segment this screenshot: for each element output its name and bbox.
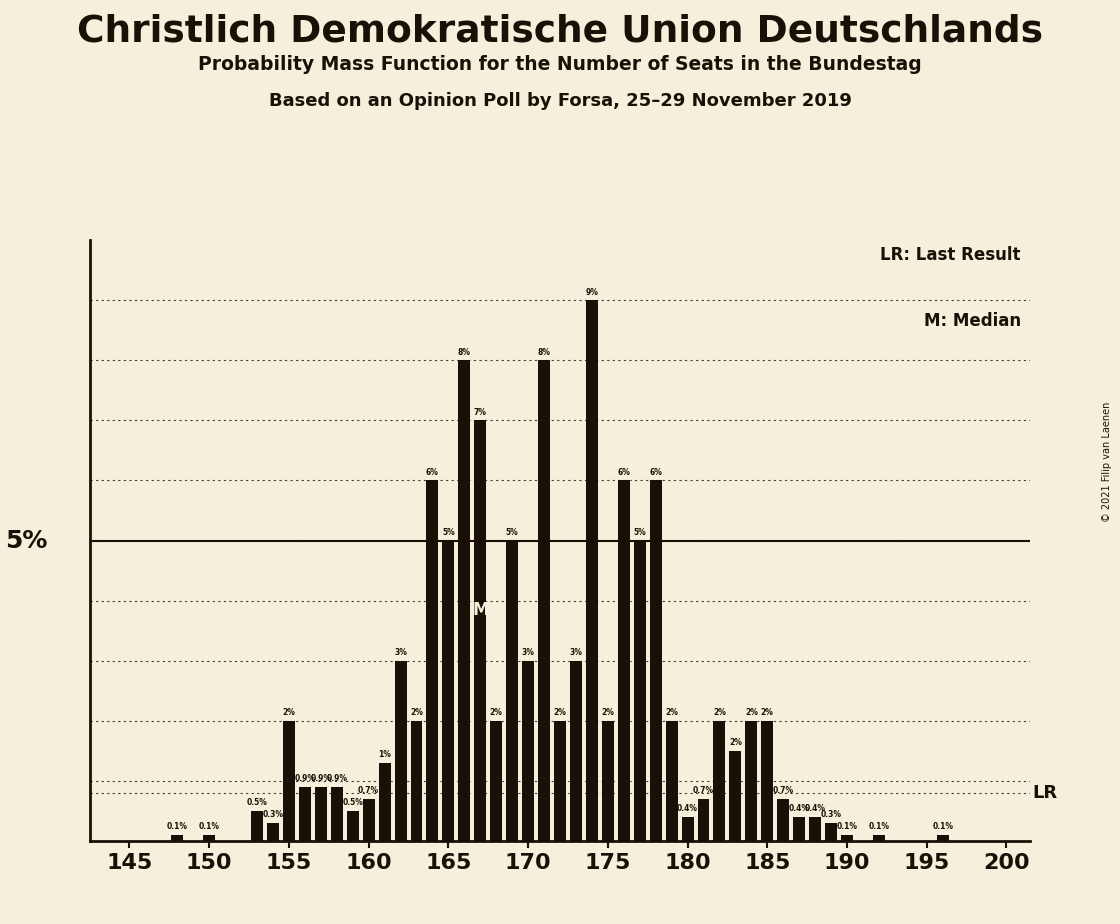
Bar	[442, 541, 455, 841]
Bar	[554, 721, 566, 841]
Bar	[872, 835, 885, 841]
Bar	[538, 360, 550, 841]
Text: 0.7%: 0.7%	[693, 786, 715, 796]
Text: © 2021 Filip van Laenen: © 2021 Filip van Laenen	[1102, 402, 1112, 522]
Bar	[411, 721, 422, 841]
Bar	[283, 721, 295, 841]
Bar	[458, 360, 470, 841]
Text: 9%: 9%	[586, 287, 598, 297]
Bar	[330, 787, 343, 841]
Text: M: Median: M: Median	[924, 312, 1021, 330]
Bar	[474, 420, 486, 841]
Text: 0.5%: 0.5%	[246, 798, 268, 808]
Text: 2%: 2%	[745, 708, 758, 717]
Text: 0.9%: 0.9%	[295, 774, 316, 784]
Text: 2%: 2%	[410, 708, 423, 717]
Bar	[171, 835, 184, 841]
Text: 2%: 2%	[553, 708, 567, 717]
Bar	[665, 721, 678, 841]
Bar	[251, 811, 263, 841]
Bar	[570, 661, 582, 841]
Bar	[601, 721, 614, 841]
Text: 0.4%: 0.4%	[804, 804, 825, 813]
Text: 5%: 5%	[442, 528, 455, 537]
Text: 7%: 7%	[474, 407, 487, 417]
Bar	[506, 541, 519, 841]
Text: 2%: 2%	[665, 708, 678, 717]
Text: 0.1%: 0.1%	[167, 822, 188, 832]
Text: 0.9%: 0.9%	[326, 774, 347, 784]
Text: 0.1%: 0.1%	[932, 822, 953, 832]
Text: 0.3%: 0.3%	[262, 810, 283, 820]
Text: M: M	[472, 601, 488, 618]
Bar	[713, 721, 726, 841]
Text: 0.7%: 0.7%	[773, 786, 794, 796]
Text: 3%: 3%	[569, 648, 582, 657]
Text: 2%: 2%	[601, 708, 614, 717]
Bar	[793, 817, 805, 841]
Bar	[762, 721, 773, 841]
Bar	[203, 835, 215, 841]
Bar	[522, 661, 534, 841]
Bar	[363, 798, 374, 841]
Text: 2%: 2%	[760, 708, 774, 717]
Text: 6%: 6%	[650, 468, 662, 477]
Bar	[682, 817, 693, 841]
Text: 5%: 5%	[506, 528, 519, 537]
Bar	[586, 300, 598, 841]
Text: 8%: 8%	[538, 347, 551, 357]
Text: 1%: 1%	[379, 750, 391, 760]
Text: 2%: 2%	[713, 708, 726, 717]
Bar	[347, 811, 358, 841]
Bar	[825, 822, 837, 841]
Bar	[746, 721, 757, 841]
Bar	[379, 763, 391, 841]
Bar	[729, 750, 741, 841]
Text: 2%: 2%	[489, 708, 503, 717]
Bar	[936, 835, 949, 841]
Bar	[491, 721, 502, 841]
Text: 0.1%: 0.1%	[837, 822, 858, 832]
Bar	[427, 480, 438, 841]
Bar	[698, 798, 709, 841]
Text: Probability Mass Function for the Number of Seats in the Bundestag: Probability Mass Function for the Number…	[198, 55, 922, 75]
Text: Christlich Demokratische Union Deutschlands: Christlich Demokratische Union Deutschla…	[77, 14, 1043, 50]
Text: 2%: 2%	[282, 708, 296, 717]
Text: LR: Last Result: LR: Last Result	[880, 246, 1021, 264]
Text: Based on an Opinion Poll by Forsa, 25–29 November 2019: Based on an Opinion Poll by Forsa, 25–29…	[269, 92, 851, 110]
Bar	[777, 798, 790, 841]
Text: 0.4%: 0.4%	[678, 804, 698, 813]
Text: 0.7%: 0.7%	[358, 786, 380, 796]
Text: 0.5%: 0.5%	[343, 798, 363, 808]
Bar	[315, 787, 327, 841]
Text: 3%: 3%	[394, 648, 407, 657]
Bar	[841, 835, 853, 841]
Text: 5%: 5%	[4, 529, 47, 553]
Text: 0.9%: 0.9%	[310, 774, 332, 784]
Bar	[634, 541, 646, 841]
Bar	[394, 661, 407, 841]
Text: 8%: 8%	[458, 347, 470, 357]
Text: 6%: 6%	[617, 468, 631, 477]
Bar	[299, 787, 311, 841]
Text: 0.3%: 0.3%	[821, 810, 841, 820]
Text: 6%: 6%	[426, 468, 439, 477]
Text: LR: LR	[1033, 784, 1057, 802]
Text: 2%: 2%	[729, 738, 741, 748]
Text: 0.4%: 0.4%	[788, 804, 810, 813]
Bar	[650, 480, 662, 841]
Bar	[618, 480, 629, 841]
Text: 0.1%: 0.1%	[198, 822, 220, 832]
Text: 5%: 5%	[633, 528, 646, 537]
Bar	[809, 817, 821, 841]
Bar	[267, 822, 279, 841]
Text: 3%: 3%	[522, 648, 534, 657]
Text: 0.1%: 0.1%	[868, 822, 889, 832]
